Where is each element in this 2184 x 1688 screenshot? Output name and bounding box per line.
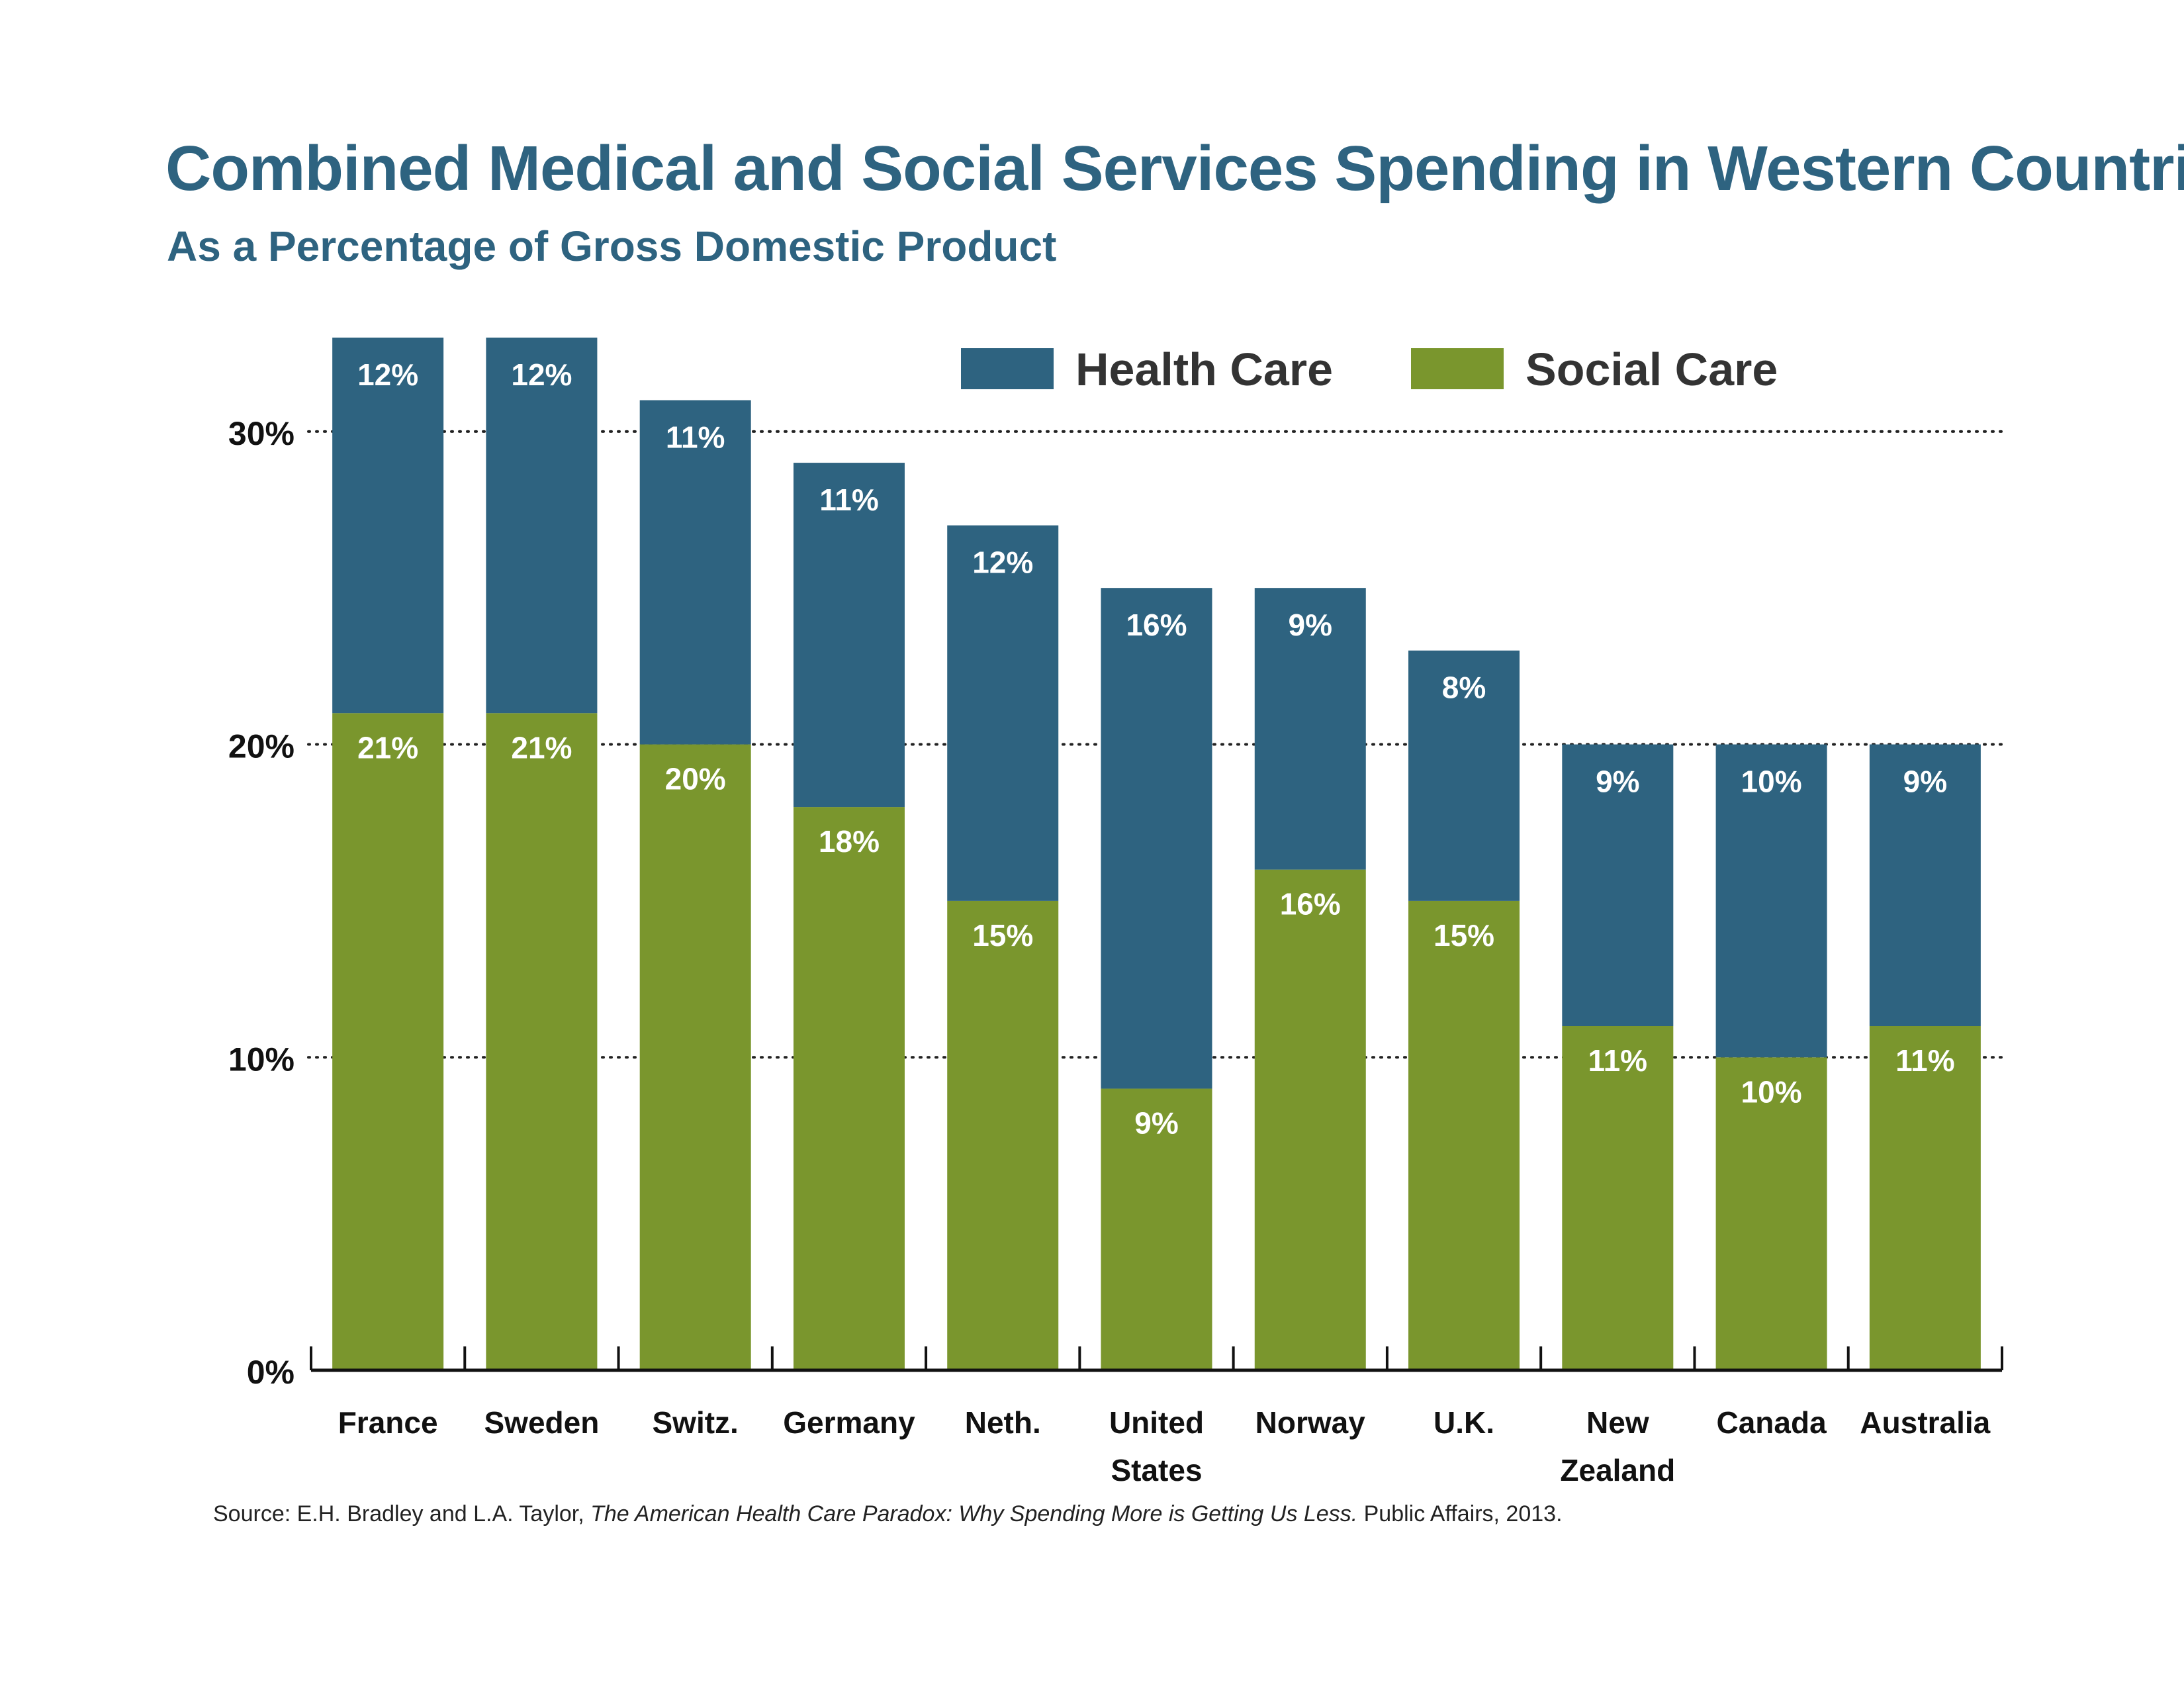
bar-health-care [1254,588,1366,870]
x-category-label: United States [1109,1405,1204,1487]
data-label-health-care: 12% [511,357,572,392]
legend-label: Health Care [1075,344,1333,395]
data-label-social-care: 11% [1895,1043,1955,1078]
bar-social-care [639,744,751,1370]
data-label-health-care: 12% [357,357,418,392]
legend-label: Social Care [1525,344,1778,395]
legend-swatch [1411,348,1504,389]
bar-social-care [947,900,1059,1370]
x-category-label: Neth. [965,1405,1041,1440]
source-prefix: Source: E.H. Bradley and L.A. Taylor, [213,1501,591,1526]
chart-subtitle: As a Percentage of Gross Domestic Produc… [167,222,1057,270]
bar-health-care [486,338,598,714]
bar-health-care [793,463,905,808]
data-label-social-care: 15% [1433,918,1494,953]
x-category-label: New Zealand [1560,1405,1675,1487]
data-label-social-care: 21% [357,730,418,765]
data-label-health-care: 11% [666,420,725,455]
x-category-label: Australia [1860,1405,1990,1440]
bar-health-care [1101,588,1212,1089]
bar-social-care [1869,1026,1981,1370]
x-category-label: Canada [1717,1405,1827,1440]
source-book-title: The American Health Care Paradox: Why Sp… [590,1501,1358,1526]
data-label-social-care: 15% [972,918,1033,953]
bar-social-care [1715,1057,1827,1370]
data-label-social-care: 20% [665,762,726,796]
legend-swatch [961,348,1054,389]
bar-health-care [1408,650,1520,901]
data-label-health-care: 12% [972,545,1033,580]
y-tick-label: 20% [228,728,295,765]
x-category-label: U.K. [1433,1405,1494,1440]
y-tick-label: 10% [228,1041,295,1078]
data-label-social-care: 11% [1588,1043,1648,1078]
bar-health-care [1562,744,1674,1026]
bar-social-care [1562,1026,1674,1370]
bar-social-care [1254,869,1366,1370]
x-category-label: Norway [1255,1405,1366,1440]
bar-social-care [332,713,444,1370]
data-label-social-care: 9% [1134,1106,1178,1141]
source-note: Source: E.H. Bradley and L.A. Taylor, Th… [213,1501,1563,1527]
data-label-health-care: 11% [819,483,879,517]
bar-health-care [1869,744,1981,1026]
data-label-social-care: 16% [1280,887,1341,921]
x-category-label: Switz. [653,1405,739,1440]
bar-social-care [486,713,598,1370]
bar-health-care [639,400,751,745]
data-label-social-care: 21% [511,730,572,765]
x-category-label: Germany [783,1405,915,1440]
data-label-health-care: 9% [1289,608,1332,642]
data-label-health-care: 9% [1903,765,1947,799]
x-category-label: France [338,1405,438,1440]
data-label-health-care: 9% [1596,765,1639,799]
y-tick-label: 30% [228,415,295,452]
data-label-health-care: 8% [1442,671,1486,705]
data-label-health-care: 16% [1126,608,1187,642]
bar-social-care [793,807,905,1370]
x-category-label: Sweden [484,1405,599,1440]
data-label-social-care: 18% [819,824,880,859]
source-suffix: Public Affairs, 2013. [1357,1501,1563,1526]
bar-social-care [1101,1088,1212,1370]
y-tick-label: 0% [247,1354,295,1391]
bar-social-care [1408,900,1520,1370]
data-label-social-care: 10% [1741,1074,1802,1109]
bar-health-care [1715,744,1827,1058]
bar-health-care [947,525,1059,901]
bar-health-care [332,338,444,714]
data-label-health-care: 10% [1741,765,1802,799]
chart-title: Combined Medical and Social Services Spe… [165,133,2184,204]
